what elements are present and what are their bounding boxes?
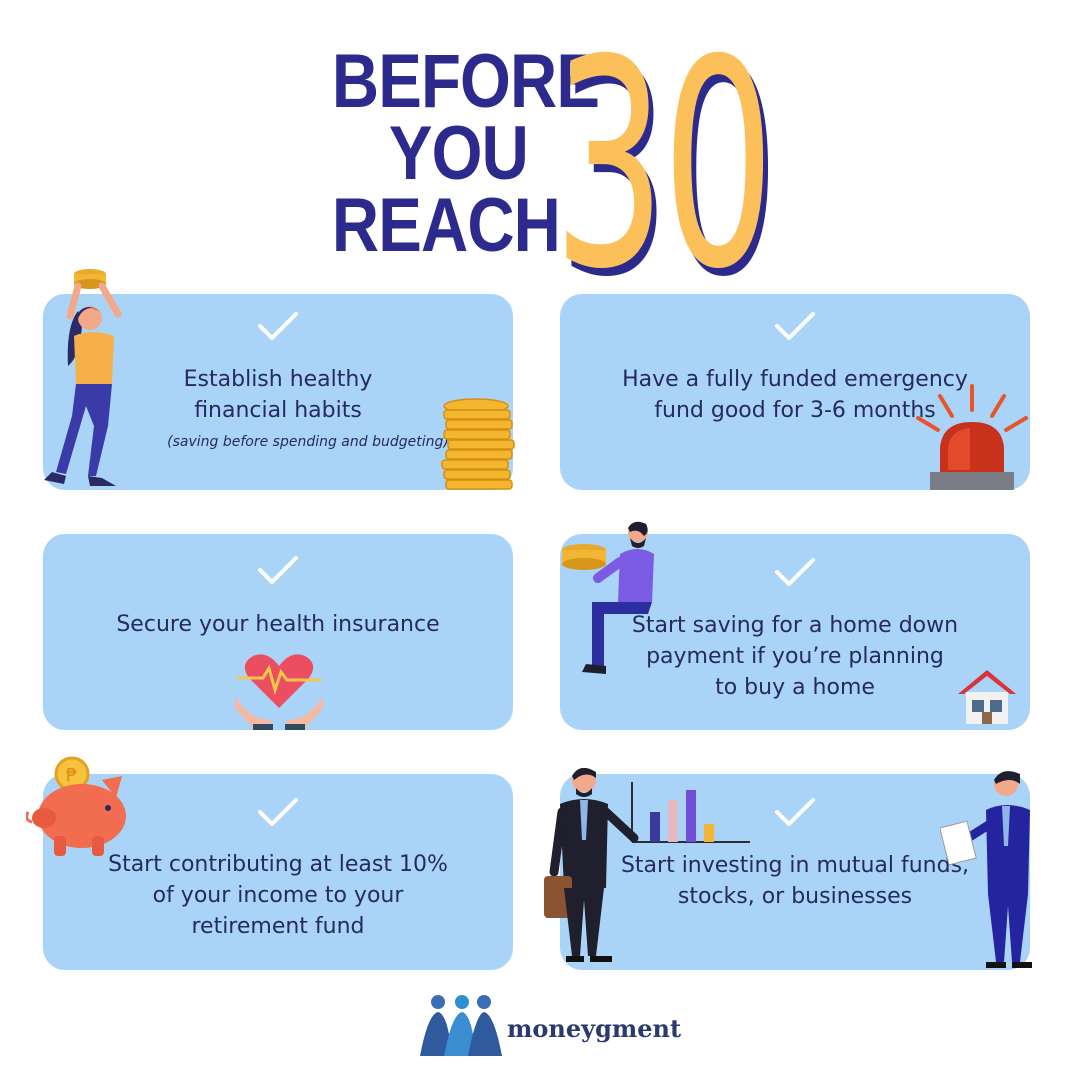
title-line-3: REACH <box>331 183 561 268</box>
check-icon <box>258 312 298 340</box>
card-health-insurance: Secure your health insurance <box>43 534 513 730</box>
card-healthy-habits: Establish healthy financial habits (savi… <box>43 294 513 490</box>
title-words: BEFORE YOU REACH <box>331 39 600 268</box>
card-text: Start investing in mutual funds, stocks,… <box>620 853 970 909</box>
heart-in-hands-icon <box>235 654 323 730</box>
house-icon <box>958 670 1016 724</box>
card-text: Have a fully funded emergency fund good … <box>622 367 968 423</box>
check-icon <box>775 312 815 340</box>
check-icon <box>775 558 815 586</box>
businessman-briefcase-icon <box>544 767 639 962</box>
card-text: Secure your health insurance <box>116 612 440 637</box>
svg-text:₱: ₱ <box>66 765 77 786</box>
card-text: Start saving for a home down payment if … <box>631 613 959 700</box>
card-text: Establish healthy financial habits <box>183 367 373 423</box>
alarm-siren-icon <box>916 384 1028 490</box>
woman-lifting-coins-icon <box>44 269 122 486</box>
card-text: Start contributing at least 10% of your … <box>108 852 448 939</box>
title-line-2: YOU <box>388 111 529 196</box>
check-icon <box>258 798 298 826</box>
moneygment-logo-icon <box>420 995 502 1056</box>
svg-text:30: 30 <box>553 10 771 300</box>
piggy-bank-icon: ₱ <box>26 756 126 856</box>
title-number-30: 30 30 <box>553 10 780 300</box>
bar-chart-illustration-icon <box>631 782 750 843</box>
man-sitting-coins-icon <box>562 521 654 674</box>
svg-text:30: 30 <box>558 10 776 300</box>
card-note: (saving before spending and budgeting) <box>167 434 449 450</box>
check-icon <box>258 556 298 584</box>
card-emergency-fund: Have a fully funded emergency fund good … <box>560 294 1030 490</box>
check-icon <box>775 798 815 826</box>
businessman-document-icon <box>940 771 1032 968</box>
brand-name: moneygment <box>507 1014 682 1043</box>
card-investing: Start investing in mutual funds, stocks,… <box>560 774 1030 970</box>
coin-stack-icon <box>441 398 515 490</box>
title-line-1: BEFORE <box>331 39 600 124</box>
card-home-down-payment: Start saving for a home down payment if … <box>560 534 1030 730</box>
